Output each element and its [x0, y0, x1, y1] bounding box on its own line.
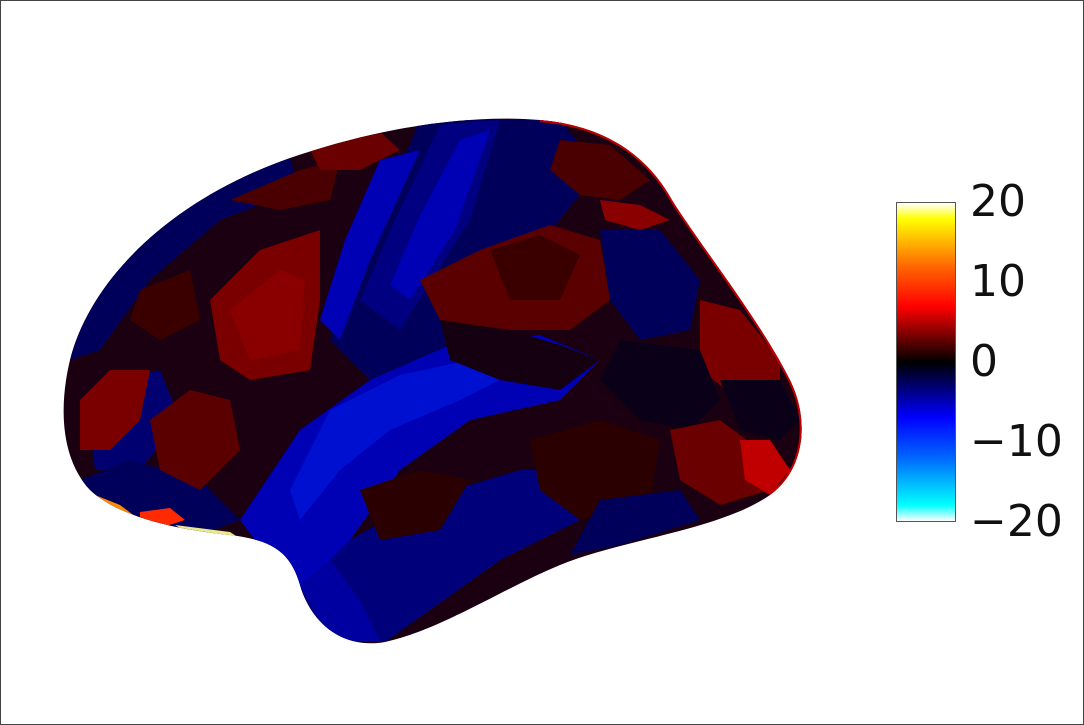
surface-patch — [240, 335, 600, 600]
surface-patch — [740, 440, 790, 495]
surface-patch — [720, 380, 800, 440]
colorbar — [896, 202, 956, 522]
surface-patch — [600, 230, 700, 340]
colorbar-tick-label: −10 — [970, 416, 1063, 467]
surface-patch — [530, 420, 660, 520]
surface-patch — [230, 160, 340, 210]
surface-patch — [600, 200, 670, 230]
surface-patch — [230, 270, 305, 360]
surface-patch — [440, 320, 600, 390]
colorbar-tick-label: 10 — [970, 256, 1026, 307]
surface-patch — [700, 300, 780, 400]
surface-patch — [550, 140, 650, 200]
surface-patch — [300, 470, 600, 642]
brain-surface — [63, 118, 802, 644]
surface-patch — [130, 270, 200, 340]
surface-patch — [80, 370, 150, 450]
surface-patch — [320, 150, 420, 340]
surface-edge-highlight — [539, 118, 802, 497]
colorbar-tick-label: 20 — [970, 176, 1026, 227]
surface-patch — [310, 132, 400, 170]
surface-patch — [390, 130, 490, 300]
surface-patch — [150, 390, 240, 490]
surface-patch — [360, 470, 470, 540]
surface-patch — [490, 235, 580, 300]
surface-patch — [570, 490, 700, 555]
colorbar-tick-label: −20 — [970, 496, 1063, 547]
surface-patch — [70, 158, 300, 360]
surface-patch — [600, 340, 720, 430]
colorbar-tick-label: 0 — [970, 336, 998, 387]
